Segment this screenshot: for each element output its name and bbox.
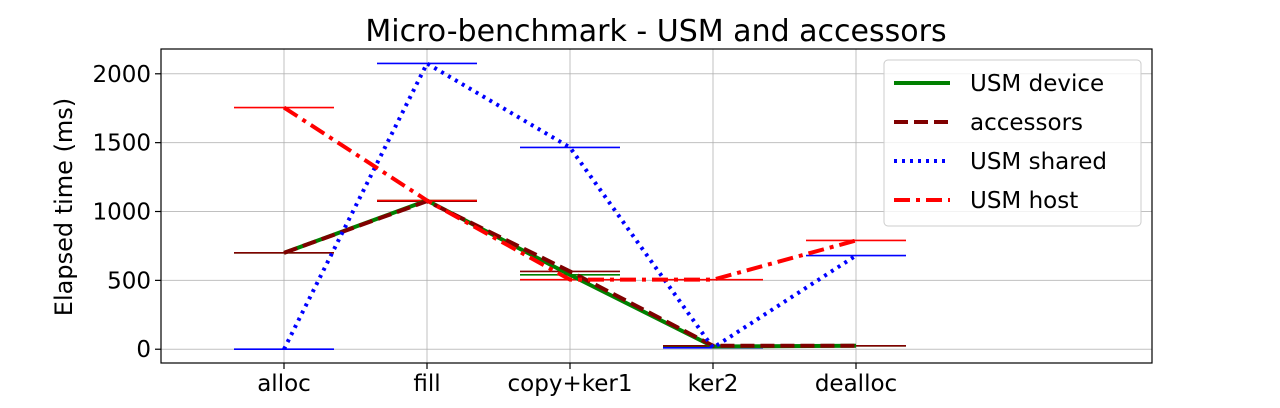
x-tick-label: alloc bbox=[257, 371, 311, 397]
y-tick-label: 0 bbox=[136, 337, 151, 363]
series-line bbox=[282, 105, 857, 282]
y-tick-label: 1500 bbox=[92, 131, 151, 157]
y-tick-label: 2000 bbox=[92, 62, 151, 88]
chart-title: Micro-benchmark - USM and accessors bbox=[365, 14, 946, 49]
legend-label: accessors bbox=[970, 110, 1083, 136]
x-tick-label: ker2 bbox=[688, 371, 739, 397]
x-tick-label: dealloc bbox=[815, 371, 897, 397]
y-axis-label: Elapsed time (ms) bbox=[50, 98, 78, 316]
x-tick-label: copy+ker1 bbox=[508, 371, 633, 397]
legend: USM device accessors USM shared USM host bbox=[883, 59, 1142, 227]
plot-area: 0 500 1000 1500 2000 alloc fill copy+ker1 ker2 de… bbox=[92, 48, 1153, 397]
legend-label: USM device bbox=[970, 71, 1104, 97]
y-tick-label: 500 bbox=[107, 268, 151, 294]
legend-box bbox=[883, 59, 1142, 227]
series-line bbox=[283, 199, 856, 348]
legend-label: USM shared bbox=[970, 149, 1107, 175]
plot-frame bbox=[160, 48, 1153, 364]
x-tick-label: fill bbox=[413, 371, 440, 397]
y-tick-label: 1000 bbox=[92, 200, 151, 226]
legend-label: USM host bbox=[970, 188, 1078, 214]
